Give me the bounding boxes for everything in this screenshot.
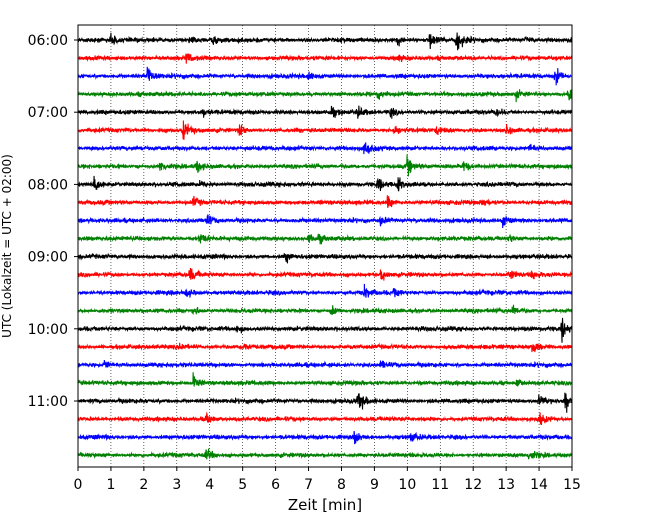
- seismogram-trace: [77, 89, 573, 103]
- seismogram-trace: [77, 411, 573, 425]
- y-axis-label: UTC (Lokalzeit = UTC + 02:00): [0, 154, 14, 338]
- y-tick-label: 06:00: [28, 33, 68, 49]
- x-tick-label: 3: [172, 477, 181, 493]
- x-tick-label: 10: [398, 477, 416, 493]
- y-tick-label: 09:00: [28, 250, 68, 266]
- seismogram-trace: [77, 431, 573, 445]
- seismogram-trace: [77, 304, 573, 316]
- seismogram-trace: [77, 317, 573, 343]
- seismogram-trace: [77, 372, 573, 388]
- seismogram-trace: [77, 283, 573, 298]
- seismogram-trace: [77, 66, 573, 86]
- seismogram-trace: [77, 268, 573, 281]
- y-tick-label: 08:00: [28, 177, 68, 193]
- seismogram-trace: [77, 342, 573, 353]
- x-tick-label: 9: [370, 477, 379, 493]
- seismogram-trace: [77, 360, 573, 369]
- x-tick-label: 14: [530, 477, 548, 493]
- x-tick-label: 4: [205, 477, 214, 493]
- seismogram-trace: [77, 233, 573, 245]
- x-tick-label: 0: [74, 477, 83, 493]
- y-tick-label: 10:00: [28, 322, 68, 338]
- seismogram-trace: [77, 120, 573, 140]
- x-tick-label: 5: [238, 477, 247, 493]
- x-tick-label: 1: [106, 477, 115, 493]
- x-tick-label: 15: [563, 477, 581, 493]
- seismogram-trace: [77, 53, 573, 64]
- seismogram-trace: [77, 105, 573, 119]
- x-tick-label: 2: [139, 477, 148, 493]
- x-axis-ticks: 0 1 2 3 4 5 6 7 8 9 10 11 12 13 14 15: [74, 467, 581, 493]
- y-tick-label: 11:00: [28, 394, 68, 410]
- y-axis-ticks: 06:00 07:00 08:00 09:00 10:00 11:00: [28, 33, 78, 410]
- x-tick-label: 12: [464, 477, 482, 493]
- seismogram-trace: [77, 392, 573, 413]
- seismogram-trace: [77, 142, 573, 155]
- seismogram-trace: [77, 32, 573, 51]
- x-tick-label: 7: [304, 477, 313, 493]
- x-tick-label: 6: [271, 477, 280, 493]
- x-tick-label: 8: [337, 477, 346, 493]
- seismogram-trace: [77, 154, 573, 177]
- y-tick-label: 07:00: [28, 105, 68, 121]
- seismogram-trace: [77, 175, 573, 192]
- x-tick-label: 13: [497, 477, 515, 493]
- plot-frame: [77, 24, 573, 468]
- seismogram-trace: [77, 214, 573, 228]
- seismogram-trace: [77, 252, 573, 264]
- x-axis-label: Zeit [min]: [288, 496, 362, 514]
- seismogram-trace: [77, 448, 573, 460]
- seismogram-trace: [77, 195, 573, 208]
- seismogram-traces: [77, 32, 573, 460]
- x-tick-label: 11: [431, 477, 449, 493]
